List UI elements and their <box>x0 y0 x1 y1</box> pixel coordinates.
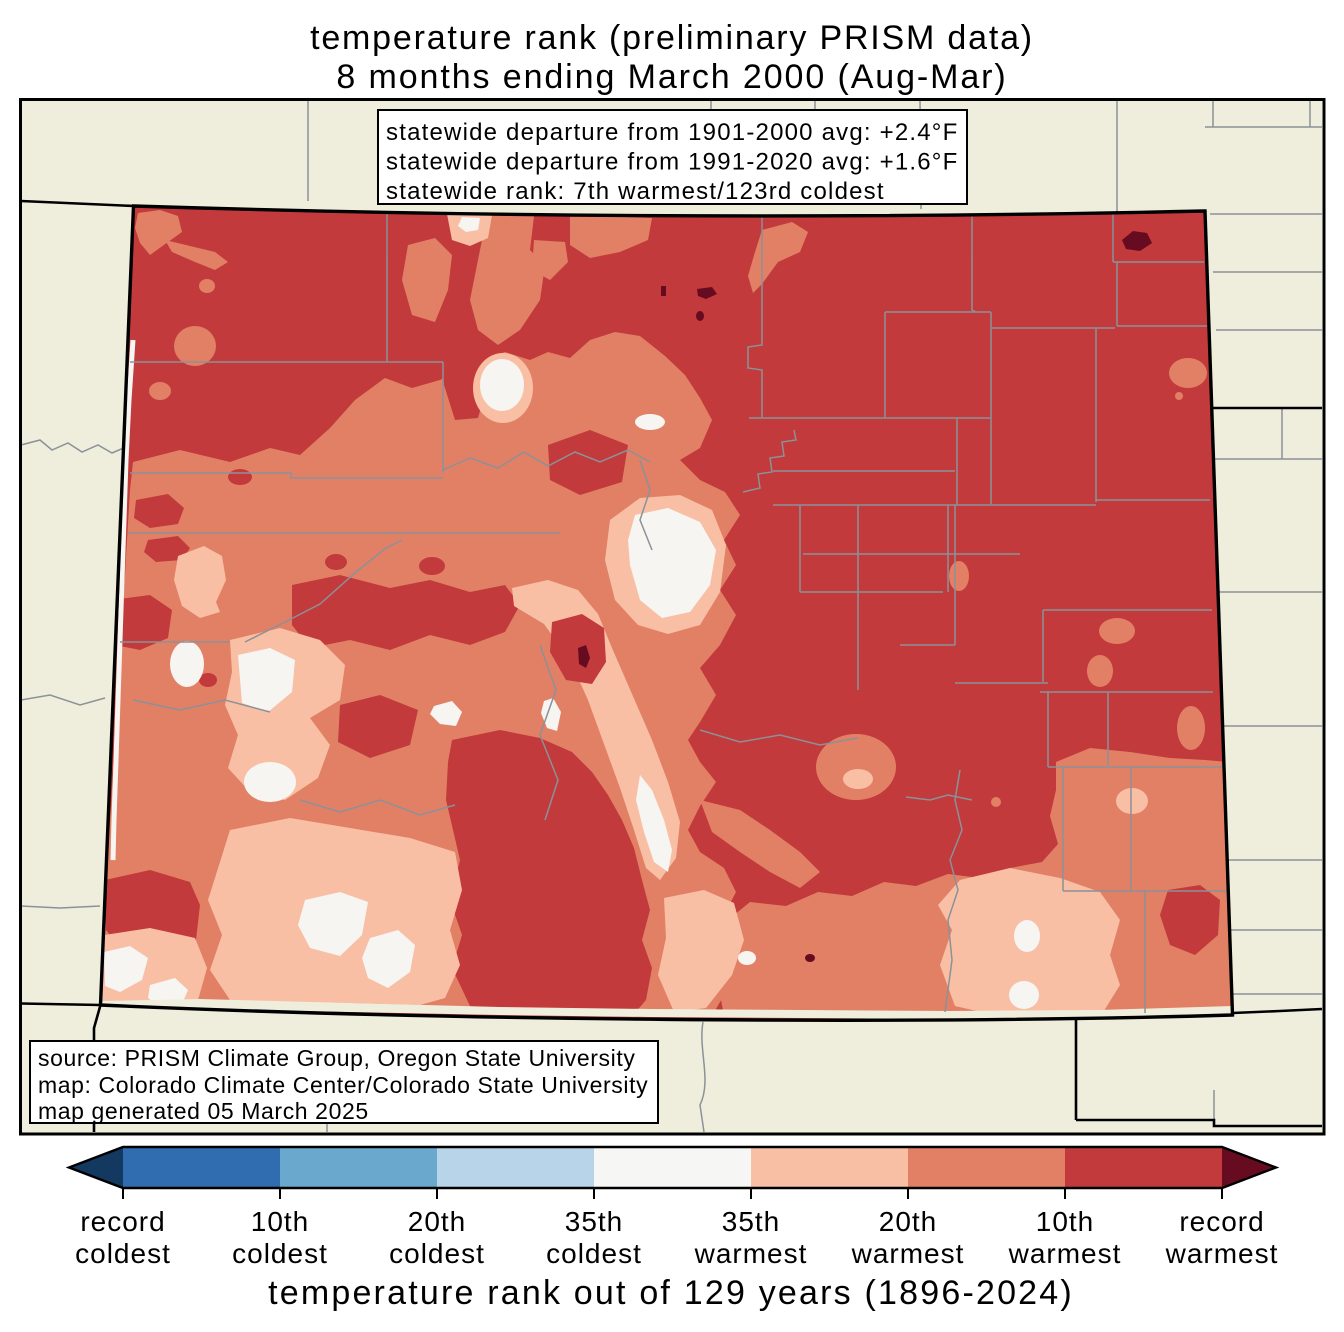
svg-text:statewide departure from 1901-: statewide departure from 1901-2000 avg: … <box>386 119 958 146</box>
svg-text:coldest: coldest <box>389 1238 485 1269</box>
svg-text:20th: 20th <box>408 1206 467 1237</box>
svg-text:temperature rank out of 129 ye: temperature rank out of 129 years (1896-… <box>268 1274 1074 1312</box>
svg-text:source: PRISM Climate Group, O: source: PRISM Climate Group, Oregon Stat… <box>38 1045 635 1071</box>
svg-text:10th: 10th <box>251 1206 310 1237</box>
svg-text:warmest: warmest <box>694 1238 808 1269</box>
svg-text:temperature rank (preliminary: temperature rank (preliminary PRISM data… <box>310 19 1034 57</box>
svg-text:coldest: coldest <box>75 1238 171 1269</box>
svg-text:map generated 05 March 2025: map generated 05 March 2025 <box>38 1098 369 1124</box>
svg-text:35th: 35th <box>722 1206 781 1237</box>
svg-text:35th: 35th <box>565 1206 624 1237</box>
svg-text:10th: 10th <box>1036 1206 1095 1237</box>
svg-text:record: record <box>1179 1206 1264 1237</box>
svg-text:warmest: warmest <box>1008 1238 1122 1269</box>
svg-text:map: Colorado Climate Center/C: map: Colorado Climate Center/Colorado St… <box>38 1072 648 1098</box>
svg-text:coldest: coldest <box>546 1238 642 1269</box>
svg-text:20th: 20th <box>879 1206 938 1237</box>
svg-text:warmest: warmest <box>1165 1238 1279 1269</box>
svg-text:statewide rank: 7th warmest/12: statewide rank: 7th warmest/123rd coldes… <box>386 178 885 205</box>
svg-text:coldest: coldest <box>232 1238 328 1269</box>
svg-text:statewide departure from 1991-: statewide departure from 1991-2020 avg: … <box>386 149 958 176</box>
svg-text:record: record <box>80 1206 165 1237</box>
svg-text:8 months ending March 2000 (Au: 8 months ending March 2000 (Aug-Mar) <box>336 58 1007 96</box>
svg-text:warmest: warmest <box>851 1238 965 1269</box>
